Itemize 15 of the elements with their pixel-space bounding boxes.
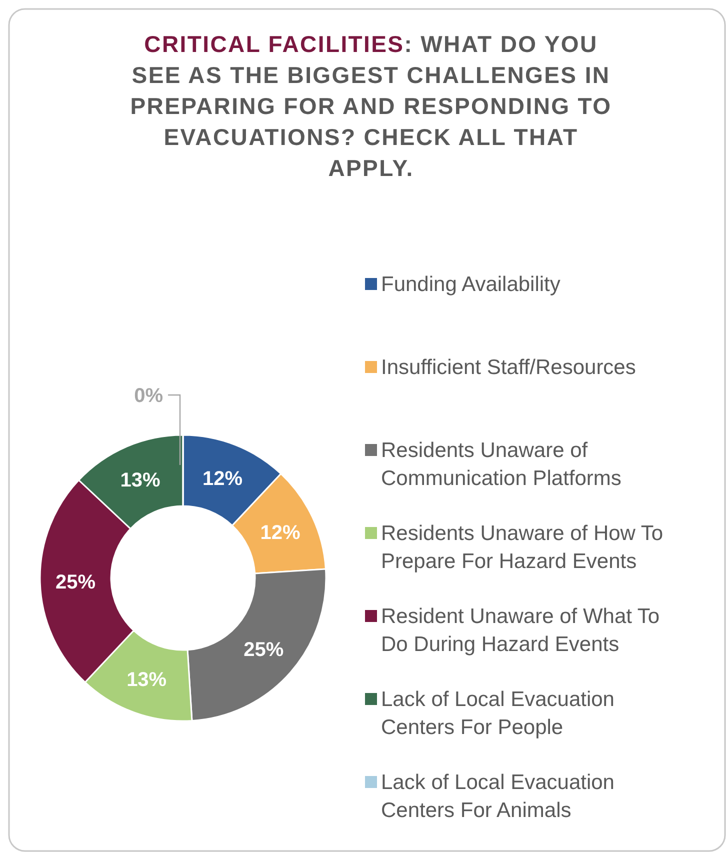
legend-label: Resident Unaware of What To Do During Hazard Events <box>381 605 660 656</box>
data-label: 12% <box>202 468 243 490</box>
text: 0% <box>134 385 163 407</box>
data-label: 13% <box>126 669 167 692</box>
legend-label: Funding Availability <box>381 273 561 296</box>
chart-title: CRITICAL FACILITIES: WHAT DO YOU SEE AS THE BIGGEST CHALLENGES IN PREPARING FOR AND RESPONDING TO EVACUATIONS? CHECK ALL THAT APPLY. <box>130 31 612 181</box>
legend-label: Lack of Local Evacuation Centers For People <box>381 688 614 739</box>
legend-label: Residents Unaware of How To Prepare For Hazard Events <box>381 522 664 573</box>
legend-label: Lack of Local Evacuation Centers For Animals <box>381 771 614 822</box>
legend-label: Residents Unaware of Communication Platforms <box>381 439 622 490</box>
data-label: 12% <box>260 522 300 544</box>
data-label: 13% <box>120 469 161 492</box>
data-label: 25% <box>56 571 96 594</box>
legend-label: Insufficient Staff/Resources <box>381 356 636 379</box>
data-label: 25% <box>244 639 284 662</box>
